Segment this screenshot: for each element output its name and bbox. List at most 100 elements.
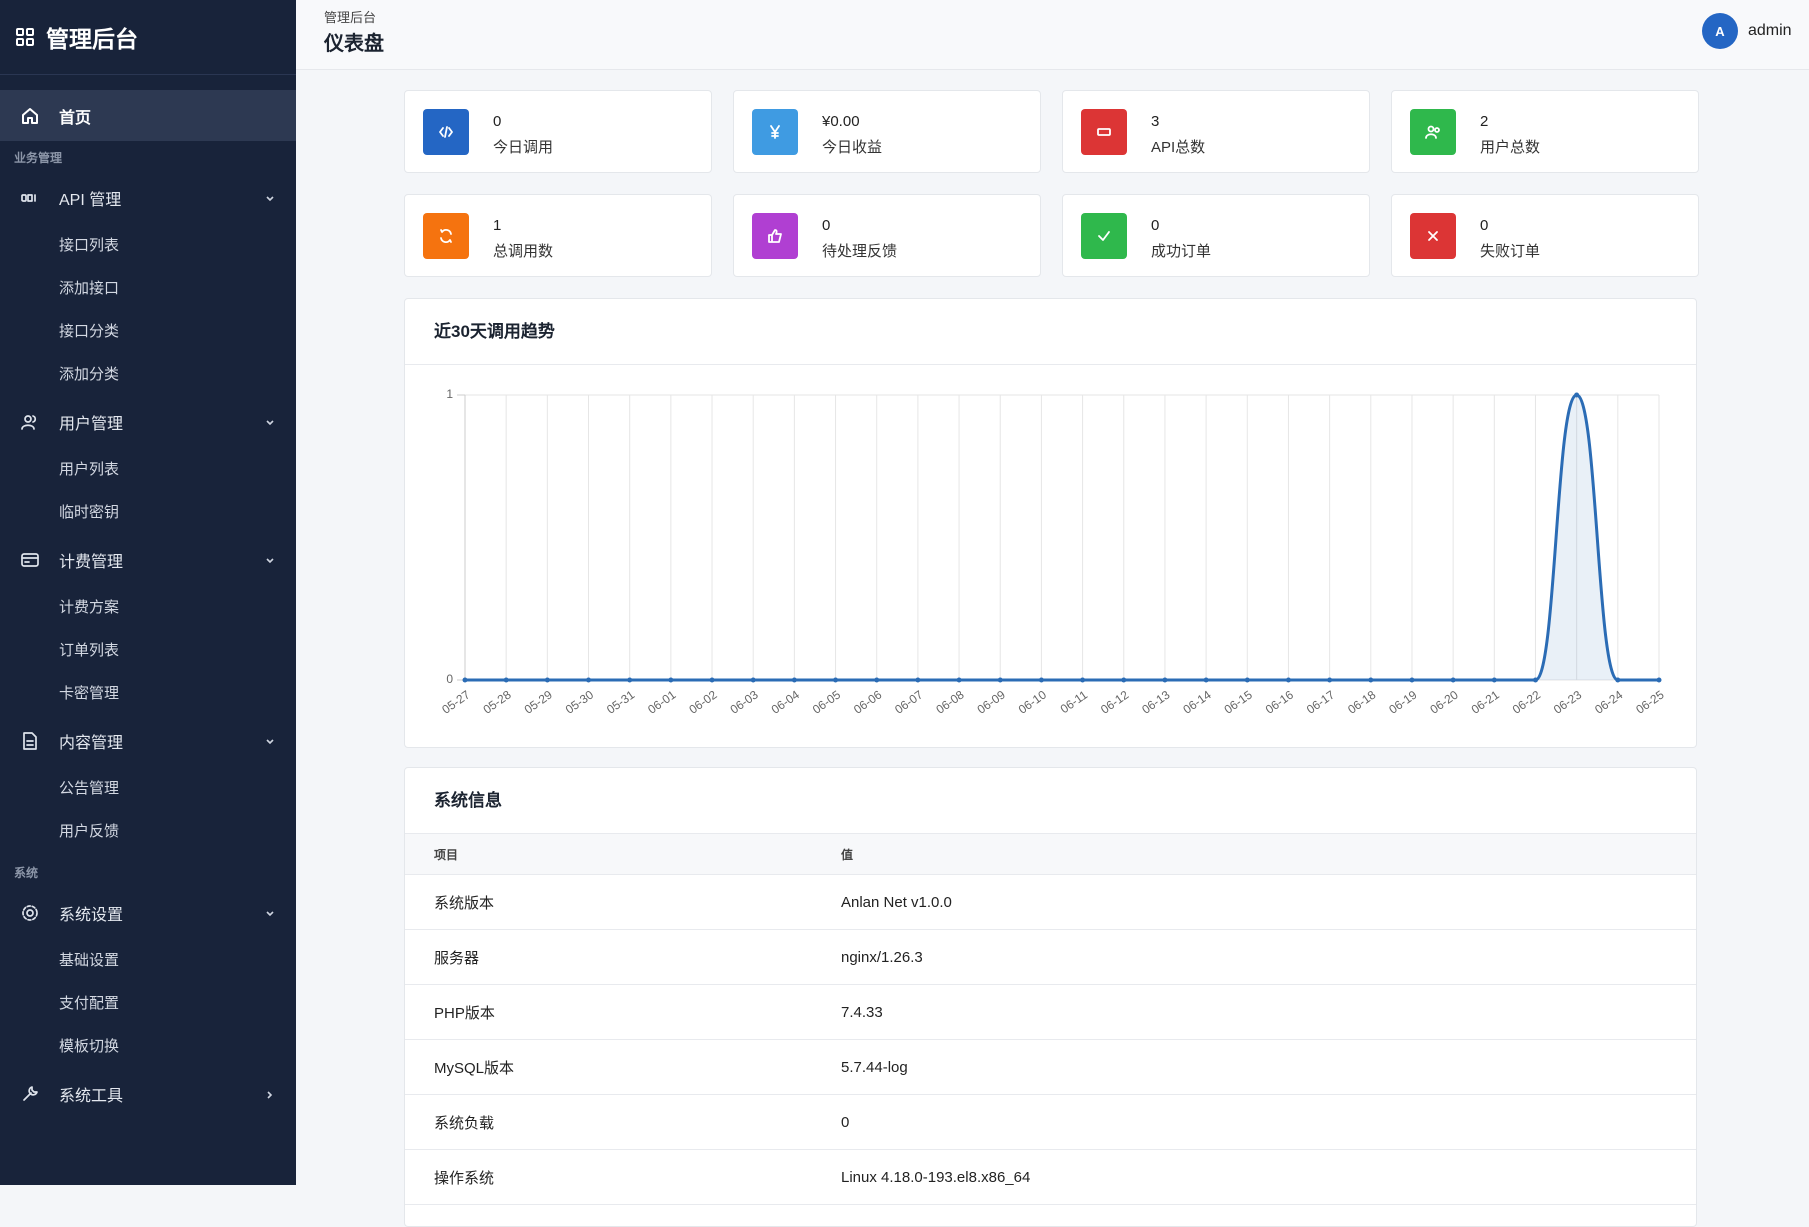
stat-card[interactable]: 1 总调用数: [404, 194, 712, 277]
stat-glyph: [1098, 231, 1110, 241]
submenu: 计费方案订单列表卡密管理: [0, 583, 296, 718]
submenu-item[interactable]: 用户反馈: [59, 823, 120, 840]
point: [668, 677, 674, 683]
x-tick-label: 05-29: [522, 687, 555, 716]
menu-group[interactable]: 系统工具: [0, 1071, 296, 1117]
x-tick-label: 06-23: [1551, 687, 1584, 716]
stat-label: 总调用数: [493, 243, 554, 260]
stat-value: 1: [493, 217, 502, 234]
menu-group[interactable]: 计费管理: [0, 537, 296, 583]
table-cell: Anlan Net v1.0.0: [812, 874, 1696, 930]
point: [750, 677, 756, 683]
menu-icon: [22, 732, 37, 750]
point: [1080, 677, 1086, 683]
menu-group[interactable]: 用户管理: [0, 399, 296, 445]
point: [1491, 677, 1497, 683]
point: [627, 677, 633, 683]
submenu-item[interactable]: 订单列表: [59, 642, 120, 659]
x-tick-label: 06-22: [1510, 687, 1543, 716]
line: [465, 393, 1659, 682]
info-table: 项目 值 系统版本 Anlan Net v1.0.0 服务器 nginx/1.26.3…: [405, 834, 1696, 1205]
x-tick-label: 06-03: [728, 687, 761, 716]
info-title: 系统信息: [405, 768, 1696, 834]
stat-icon: [1081, 213, 1127, 259]
chart-title: 近30天调用趋势: [405, 299, 1696, 365]
stat-value: 2: [1480, 113, 1489, 130]
table-cell: 7.4.33: [812, 984, 1696, 1040]
x-tick-label: 06-05: [810, 687, 843, 716]
submenu-item[interactable]: 临时密钥: [59, 504, 120, 521]
menu-label: 计费管理: [59, 554, 124, 571]
stat-glyph: [440, 229, 452, 243]
submenu-item[interactable]: 模板切换: [59, 1038, 120, 1055]
x-tick-label: 06-17: [1304, 687, 1337, 716]
brand-text: 管理后台: [46, 26, 138, 52]
submenu-item[interactable]: 接口分类: [59, 323, 120, 340]
submenu: 用户列表 临时密钥: [0, 445, 296, 537]
menu-icon: [20, 194, 36, 202]
submenu-item[interactable]: 基础设置: [59, 952, 120, 969]
x-tick-label: 05-27: [439, 687, 472, 716]
menu-icon: [20, 415, 36, 430]
table-cell: 服务器: [405, 929, 812, 985]
point: [791, 677, 797, 683]
x-tick-label: 06-18: [1345, 687, 1378, 716]
x-tick-label: 06-19: [1386, 687, 1419, 716]
menu: 业务管理 API 管理 接口列表 添加接口 接口分类 添加分类 用户管理 用户列表 临时密钥 计费…: [0, 141, 296, 1117]
submenu-item[interactable]: 接口列表: [59, 237, 120, 254]
home-icon: [21, 107, 38, 124]
menu-home[interactable]: 首页: [0, 90, 296, 141]
point: [503, 677, 509, 683]
stat-glyph: [770, 125, 780, 139]
submenu-item[interactable]: 用户列表: [59, 461, 120, 478]
table-cell: MySQL版本: [405, 1039, 812, 1095]
stat-card[interactable]: 0 失败订单: [1391, 194, 1699, 277]
stat-label: 今日调用: [493, 139, 554, 156]
stat-icon: [1410, 213, 1456, 259]
stat-glyph: [1425, 125, 1440, 139]
stat-card[interactable]: 0 今日调用: [404, 90, 712, 173]
stat-label: 待处理反馈: [822, 243, 898, 260]
username[interactable]: admin: [1748, 22, 1792, 39]
stat-card[interactable]: 0 待处理反馈: [733, 194, 1041, 277]
stat-label: 今日收益: [822, 139, 883, 156]
column-header: 值: [812, 834, 1696, 875]
stat-icon: [752, 213, 798, 259]
stat-glyph: [1428, 231, 1438, 241]
table-row: 系统负载 0: [405, 1094, 1696, 1150]
table-row: 系统版本 Anlan Net v1.0.0: [405, 874, 1696, 930]
point: [1285, 677, 1291, 683]
avatar[interactable]: A: [1702, 13, 1738, 49]
stat-value: ¥0.00: [822, 113, 860, 130]
submenu-item[interactable]: 公告管理: [59, 780, 120, 797]
submenu-item[interactable]: 计费方案: [59, 599, 120, 616]
menu-group[interactable]: API 管理: [0, 175, 296, 221]
point: [997, 677, 1003, 683]
stat-glyph: [768, 229, 782, 243]
stat-glyph: [439, 126, 453, 138]
submenu-item[interactable]: 支付配置: [59, 995, 120, 1012]
submenu: 接口列表添加接口接口分类添加分类: [0, 221, 296, 399]
submenu-item[interactable]: 卡密管理: [59, 685, 120, 702]
stat-card[interactable]: ¥0.00 今日收益: [733, 90, 1041, 173]
stat-icon: [1410, 109, 1456, 155]
x-tick-label: 06-21: [1469, 687, 1502, 716]
table-cell: 5.7.44-log: [812, 1039, 1696, 1095]
breadcrumb[interactable]: 管理后台: [324, 10, 377, 25]
submenu-item[interactable]: 添加接口: [59, 280, 120, 297]
page-title: 仪表盘: [324, 33, 384, 55]
menu-group[interactable]: 内容管理: [0, 718, 296, 764]
menu-group[interactable]: 系统设置: [0, 890, 296, 936]
brand[interactable]: 管理后台: [0, 0, 296, 75]
submenu-item[interactable]: 添加分类: [59, 366, 120, 383]
stat-card[interactable]: 0 成功订单: [1062, 194, 1370, 277]
x-tick-label: 06-20: [1427, 687, 1460, 716]
stat-card[interactable]: 3 API总数: [1062, 90, 1370, 173]
point: [874, 677, 880, 683]
stat-card[interactable]: 2 用户总数: [1391, 90, 1699, 173]
menu-icon: [20, 553, 39, 567]
x-tick-label: 06-14: [1180, 687, 1213, 716]
menu-icon: [21, 905, 38, 921]
x-tick-label: 05-28: [481, 687, 514, 716]
x-tick-label: 06-07: [892, 687, 925, 716]
